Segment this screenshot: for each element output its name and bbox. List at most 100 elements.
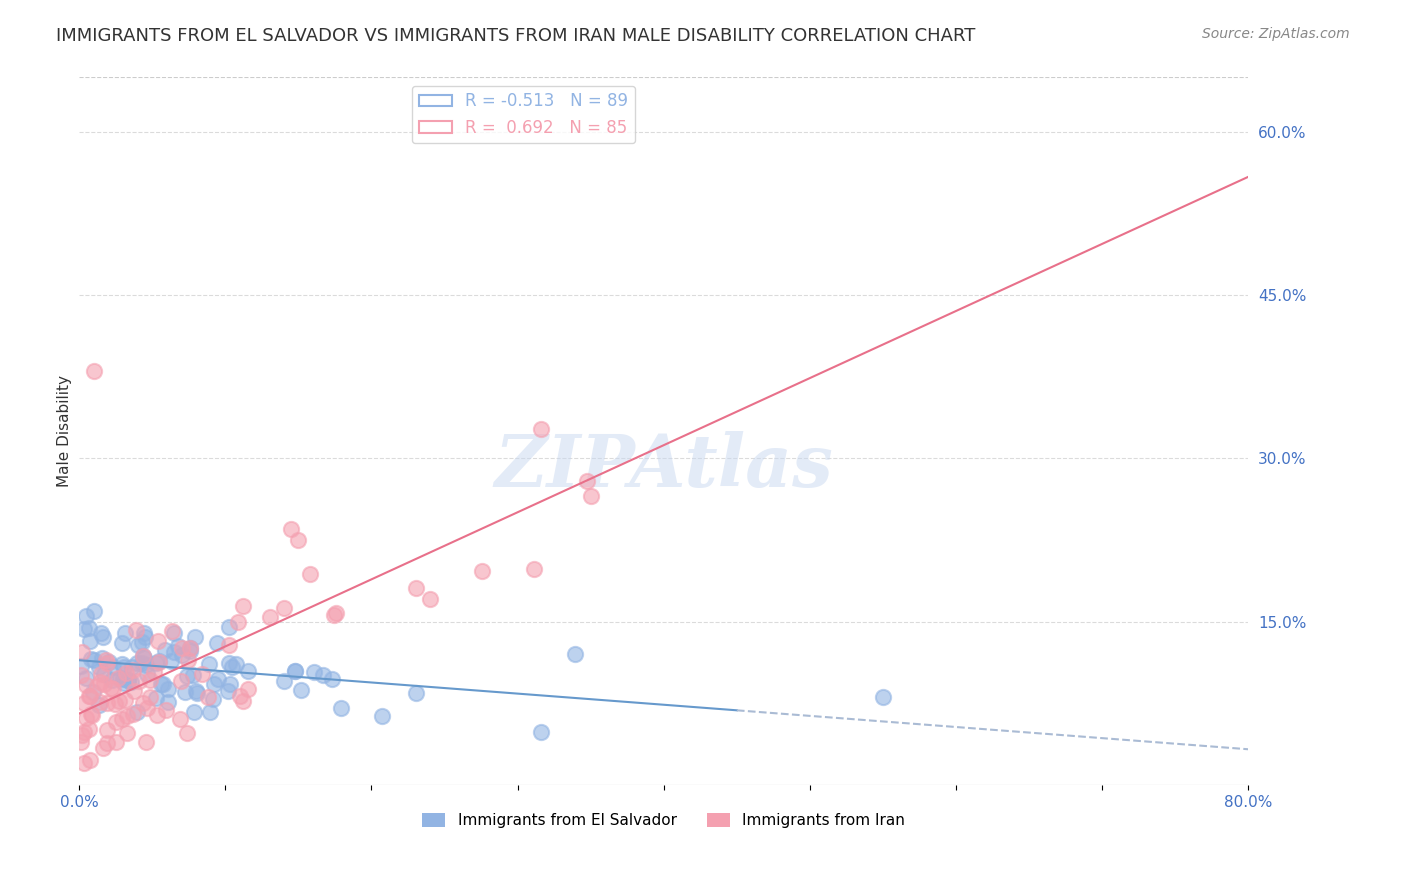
- Immigrants from El Salvador: [83, 653, 105, 667]
- Immigrants from El Salvador: [75, 609, 97, 624]
- Immigrants from Iran: [232, 599, 254, 614]
- Immigrants from Iran: [115, 709, 138, 723]
- Immigrants from Iran: [114, 692, 136, 706]
- Immigrants from Iran: [132, 648, 155, 663]
- Immigrants from Iran: [96, 696, 118, 710]
- Immigrants from El Salvador: [872, 690, 894, 705]
- Immigrants from Iran: [122, 707, 145, 722]
- Immigrants from Iran: [101, 682, 124, 697]
- Immigrants from El Salvador: [98, 656, 121, 670]
- Immigrants from Iran: [86, 679, 108, 693]
- Immigrants from Iran: [91, 741, 114, 756]
- Immigrants from El Salvador: [131, 657, 153, 671]
- Immigrants from El Salvador: [564, 647, 586, 661]
- Immigrants from Iran: [325, 607, 347, 621]
- Immigrants from El Salvador: [179, 644, 201, 658]
- Immigrants from El Salvador: [149, 677, 172, 691]
- Immigrants from Iran: [79, 753, 101, 767]
- Immigrants from El Salvador: [112, 676, 135, 690]
- Immigrants from El Salvador: [167, 639, 190, 653]
- Immigrants from El Salvador: [371, 709, 394, 723]
- Immigrants from El Salvador: [183, 630, 205, 644]
- Immigrants from El Salvador: [148, 654, 170, 668]
- Immigrants from Iran: [273, 600, 295, 615]
- Immigrants from El Salvador: [83, 604, 105, 618]
- Immigrants from Iran: [70, 728, 93, 742]
- Immigrants from El Salvador: [153, 642, 176, 657]
- Immigrants from El Salvador: [530, 725, 553, 739]
- Immigrants from Iran: [146, 708, 169, 723]
- Immigrants from Iran: [176, 653, 198, 667]
- Text: Source: ZipAtlas.com: Source: ZipAtlas.com: [1202, 27, 1350, 41]
- Immigrants from Iran: [419, 592, 441, 607]
- Immigrants from El Salvador: [200, 705, 222, 719]
- Immigrants from Iran: [523, 561, 546, 575]
- Immigrants from El Salvador: [89, 698, 111, 712]
- Immigrants from Iran: [83, 364, 105, 378]
- Immigrants from Iran: [280, 522, 302, 536]
- Immigrants from El Salvador: [125, 656, 148, 670]
- Immigrants from El Salvador: [186, 686, 208, 700]
- Immigrants from El Salvador: [329, 701, 352, 715]
- Immigrants from Iran: [232, 694, 254, 708]
- Immigrants from Iran: [142, 665, 165, 679]
- Immigrants from El Salvador: [77, 621, 100, 635]
- Immigrants from Iran: [322, 608, 344, 623]
- Immigrants from Iran: [104, 715, 127, 730]
- Immigrants from El Salvador: [221, 660, 243, 674]
- Immigrants from Iran: [170, 673, 193, 688]
- Immigrants from Iran: [298, 566, 321, 581]
- Immigrants from El Salvador: [156, 681, 179, 696]
- Immigrants from El Salvador: [132, 648, 155, 663]
- Immigrants from Iran: [89, 674, 111, 689]
- Immigrants from El Salvador: [273, 674, 295, 689]
- Immigrants from El Salvador: [405, 686, 427, 700]
- Immigrants from Iran: [77, 723, 100, 737]
- Immigrants from El Salvador: [160, 654, 183, 668]
- Immigrants from El Salvador: [172, 648, 194, 662]
- Immigrants from Iran: [104, 697, 127, 711]
- Immigrants from El Salvador: [225, 657, 247, 672]
- Immigrants from El Salvador: [179, 640, 201, 655]
- Immigrants from El Salvador: [321, 672, 343, 686]
- Text: ZIPAtlas: ZIPAtlas: [495, 431, 834, 502]
- Immigrants from El Salvador: [163, 626, 186, 640]
- Immigrants from Iran: [69, 668, 91, 682]
- Immigrants from Iran: [70, 645, 93, 659]
- Immigrants from Iran: [471, 564, 494, 578]
- Immigrants from El Salvador: [112, 660, 135, 674]
- Immigrants from El Salvador: [114, 625, 136, 640]
- Immigrants from Iran: [169, 713, 191, 727]
- Immigrants from El Salvador: [132, 626, 155, 640]
- Immigrants from Iran: [107, 671, 129, 685]
- Immigrants from El Salvador: [134, 630, 156, 644]
- Immigrants from Iran: [139, 673, 162, 687]
- Immigrants from El Salvador: [184, 683, 207, 698]
- Immigrants from Iran: [579, 489, 602, 503]
- Immigrants from Iran: [191, 667, 214, 681]
- Immigrants from El Salvador: [117, 673, 139, 687]
- Immigrants from Iran: [125, 624, 148, 638]
- Text: IMMIGRANTS FROM EL SALVADOR VS IMMIGRANTS FROM IRAN MALE DISABILITY CORRELATION : IMMIGRANTS FROM EL SALVADOR VS IMMIGRANT…: [56, 27, 976, 45]
- Immigrants from El Salvador: [218, 677, 240, 691]
- Immigrants from El Salvador: [117, 673, 139, 687]
- Immigrants from El Salvador: [173, 685, 195, 699]
- Immigrants from Iran: [131, 697, 153, 711]
- Immigrants from El Salvador: [80, 652, 103, 666]
- Legend: Immigrants from El Salvador, Immigrants from Iran: Immigrants from El Salvador, Immigrants …: [416, 806, 911, 834]
- Immigrants from El Salvador: [131, 635, 153, 649]
- Immigrants from El Salvador: [290, 682, 312, 697]
- Immigrants from Iran: [79, 690, 101, 704]
- Immigrants from El Salvador: [82, 685, 104, 699]
- Immigrants from El Salvador: [132, 651, 155, 665]
- Immigrants from Iran: [75, 711, 97, 725]
- Immigrants from Iran: [96, 735, 118, 749]
- Immigrants from Iran: [259, 609, 281, 624]
- Y-axis label: Male Disability: Male Disability: [58, 376, 72, 487]
- Immigrants from El Salvador: [90, 651, 112, 665]
- Immigrants from El Salvador: [202, 677, 225, 691]
- Immigrants from El Salvador: [145, 656, 167, 670]
- Immigrants from Iran: [79, 707, 101, 722]
- Immigrants from El Salvador: [70, 659, 93, 673]
- Immigrants from El Salvador: [111, 657, 134, 672]
